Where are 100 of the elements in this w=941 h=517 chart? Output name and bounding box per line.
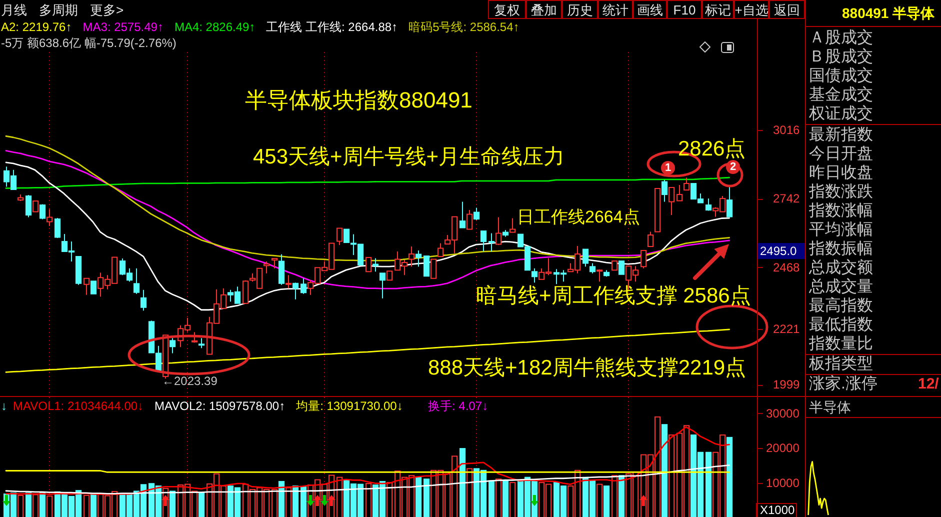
- candlestick: [509, 218, 516, 233]
- candlestick: [408, 246, 415, 268]
- toolbar-button[interactable]: [598, 0, 633, 19]
- text: 指数涨跌: [808, 182, 873, 200]
- text: 月线: [1, 2, 27, 18]
- candlestick: [75, 256, 82, 286]
- toolbar-button[interactable]: [702, 0, 734, 19]
- bar: [292, 486, 299, 517]
- y-tick-label: 2742: [773, 192, 800, 206]
- y-tick-label: 2221: [773, 322, 800, 336]
- bar: [423, 478, 430, 517]
- bar: [83, 494, 90, 517]
- toolbar-button[interactable]: [667, 0, 702, 19]
- text: 今日开盘: [809, 146, 873, 162]
- text: 历史: [567, 2, 593, 18]
- bar: [39, 492, 46, 517]
- annotation: 453天线+周牛号线+月生命线压力: [253, 146, 565, 168]
- bar: [495, 478, 502, 517]
- text: 叠加: [531, 2, 557, 18]
- candlestick: [647, 231, 654, 248]
- text: 最高指数: [809, 296, 873, 314]
- annotation: 2826点: [678, 138, 746, 160]
- text: F10: [673, 2, 696, 18]
- candlestick: [459, 201, 466, 228]
- y-tick-label: 1999: [773, 378, 800, 392]
- candlestick: [386, 270, 393, 281]
- candlestick: [596, 268, 603, 282]
- text: 半导体板块指数880491: [245, 88, 472, 112]
- text: 更多>: [90, 2, 124, 18]
- bar: [661, 424, 668, 517]
- candlestick: [654, 188, 661, 232]
- line-series: [5, 464, 730, 494]
- chart-subtitle: -5万 额638.6亿 幅-75.79(-2.76%): [1, 36, 176, 50]
- bar: [198, 492, 205, 517]
- bar: [668, 434, 675, 517]
- bar: [90, 494, 97, 517]
- text: 指数涨幅: [808, 202, 873, 220]
- text: A2: 2219.76↑: [1, 20, 72, 34]
- text: MA4: 2826.49↑: [174, 20, 256, 34]
- text: 总成交量: [808, 278, 873, 296]
- candlestick: [278, 254, 285, 286]
- candlestick: [466, 209, 473, 230]
- annotation: ↓: [1, 399, 7, 413]
- text: 昨日收盘: [809, 164, 873, 182]
- annotation: 换手: 4.07↓: [428, 399, 488, 413]
- text: Ａ股成交: [809, 28, 873, 46]
- bar: [300, 486, 307, 517]
- bar: [596, 484, 603, 517]
- candlestick: [705, 198, 712, 212]
- bar: [509, 482, 516, 517]
- candlestick: [292, 282, 299, 300]
- text: 最低指数: [809, 316, 873, 334]
- candlestick: [473, 207, 480, 220]
- text: 统计: [602, 2, 628, 18]
- annotation: 2: [730, 161, 736, 173]
- bar: [459, 448, 466, 517]
- text: 画线: [637, 2, 663, 18]
- bar: [386, 482, 393, 517]
- bar: [25, 492, 32, 517]
- candlestick: [336, 228, 343, 246]
- candlestick: [480, 230, 487, 252]
- text: MAVOL1: 21034644.00↓: [13, 399, 144, 413]
- toolbar-button[interactable]: [526, 0, 562, 19]
- text: 指数振幅: [808, 240, 873, 258]
- toolbar-button[interactable]: [769, 0, 805, 19]
- candlestick: [640, 250, 647, 269]
- candlestick: [271, 258, 278, 269]
- text: 板指类型: [808, 354, 873, 372]
- annotation: 888天线+182周牛熊线支撑2219点: [428, 356, 746, 380]
- candlestick: [39, 204, 46, 220]
- text: 返回: [774, 2, 800, 18]
- annotation: 暗马线+周工作线支撑 2586点: [476, 284, 751, 308]
- bar: [285, 487, 292, 517]
- toolbar-button[interactable]: [488, 0, 526, 19]
- toolbar-button[interactable]: [562, 0, 598, 19]
- bar: [46, 496, 53, 517]
- text: 880491 半导体: [842, 5, 936, 21]
- candlestick: [676, 184, 683, 202]
- line-series: [5, 426, 730, 496]
- candlestick: [300, 278, 307, 294]
- text: 基金成交: [809, 86, 873, 104]
- text: 总成交额: [808, 258, 873, 276]
- toolbar-button[interactable]: [633, 0, 667, 19]
- bar: [365, 483, 372, 517]
- text: 最新指数: [809, 126, 873, 144]
- text: 平均涨幅: [809, 220, 873, 238]
- candlestick: [343, 228, 350, 244]
- candlestick: [46, 208, 53, 227]
- candlestick: [726, 184, 733, 218]
- y-tick-label: 10000: [766, 476, 800, 490]
- y-tick-label: 20000: [766, 441, 800, 456]
- candlestick: [415, 250, 422, 268]
- candlestick: [502, 230, 509, 238]
- candlestick: [372, 258, 379, 272]
- candlestick: [668, 186, 675, 216]
- text: MAVOL2: 15097578.00↑: [154, 399, 286, 413]
- candlestick: [285, 274, 292, 289]
- bar: [415, 476, 422, 517]
- toolbar-button[interactable]: [734, 0, 769, 19]
- text: 2495.0: [760, 244, 798, 258]
